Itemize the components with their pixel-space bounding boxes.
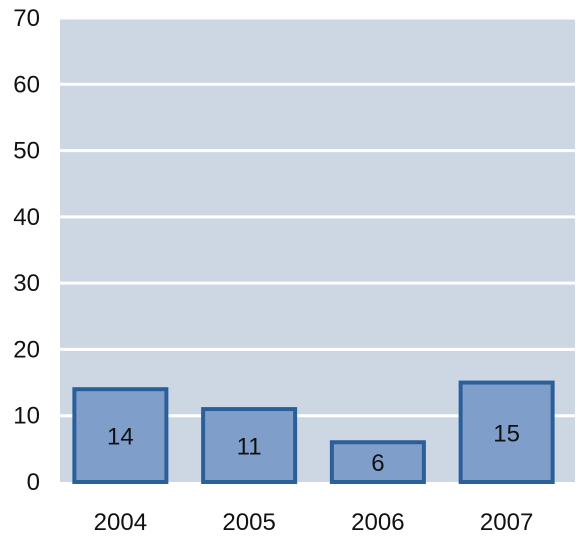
data-label-2005: 11 [237, 434, 262, 461]
y-tick-label: 50 [13, 138, 40, 165]
x-tick-label-2006: 2006 [351, 509, 404, 536]
bar-2007 [458, 380, 555, 485]
x-axis: 2004 2005 2006 2007 [94, 509, 534, 536]
data-label-2006: 6 [371, 450, 384, 477]
x-tick-label-2005: 2005 [222, 509, 275, 536]
bar-2005 [201, 407, 298, 485]
y-tick-label: 60 [13, 71, 40, 98]
data-labels: 14 11 6 15 [107, 420, 520, 477]
bar-2004 [72, 387, 169, 485]
x-tick-label-2004: 2004 [94, 509, 147, 536]
y-tick-label: 20 [13, 336, 40, 363]
y-tick-label: 0 [27, 469, 40, 496]
y-axis: 0 10 20 30 40 50 60 70 [13, 5, 40, 496]
y-tick-label: 40 [13, 204, 40, 231]
bar-2006 [329, 440, 426, 485]
y-tick-label: 10 [13, 403, 40, 430]
data-label-2007: 15 [493, 420, 520, 447]
data-label-2004: 14 [107, 424, 134, 451]
x-tick-label-2007: 2007 [480, 509, 533, 536]
y-tick-label: 70 [13, 5, 40, 32]
bars [72, 380, 555, 485]
y-tick-label: 30 [13, 270, 40, 297]
